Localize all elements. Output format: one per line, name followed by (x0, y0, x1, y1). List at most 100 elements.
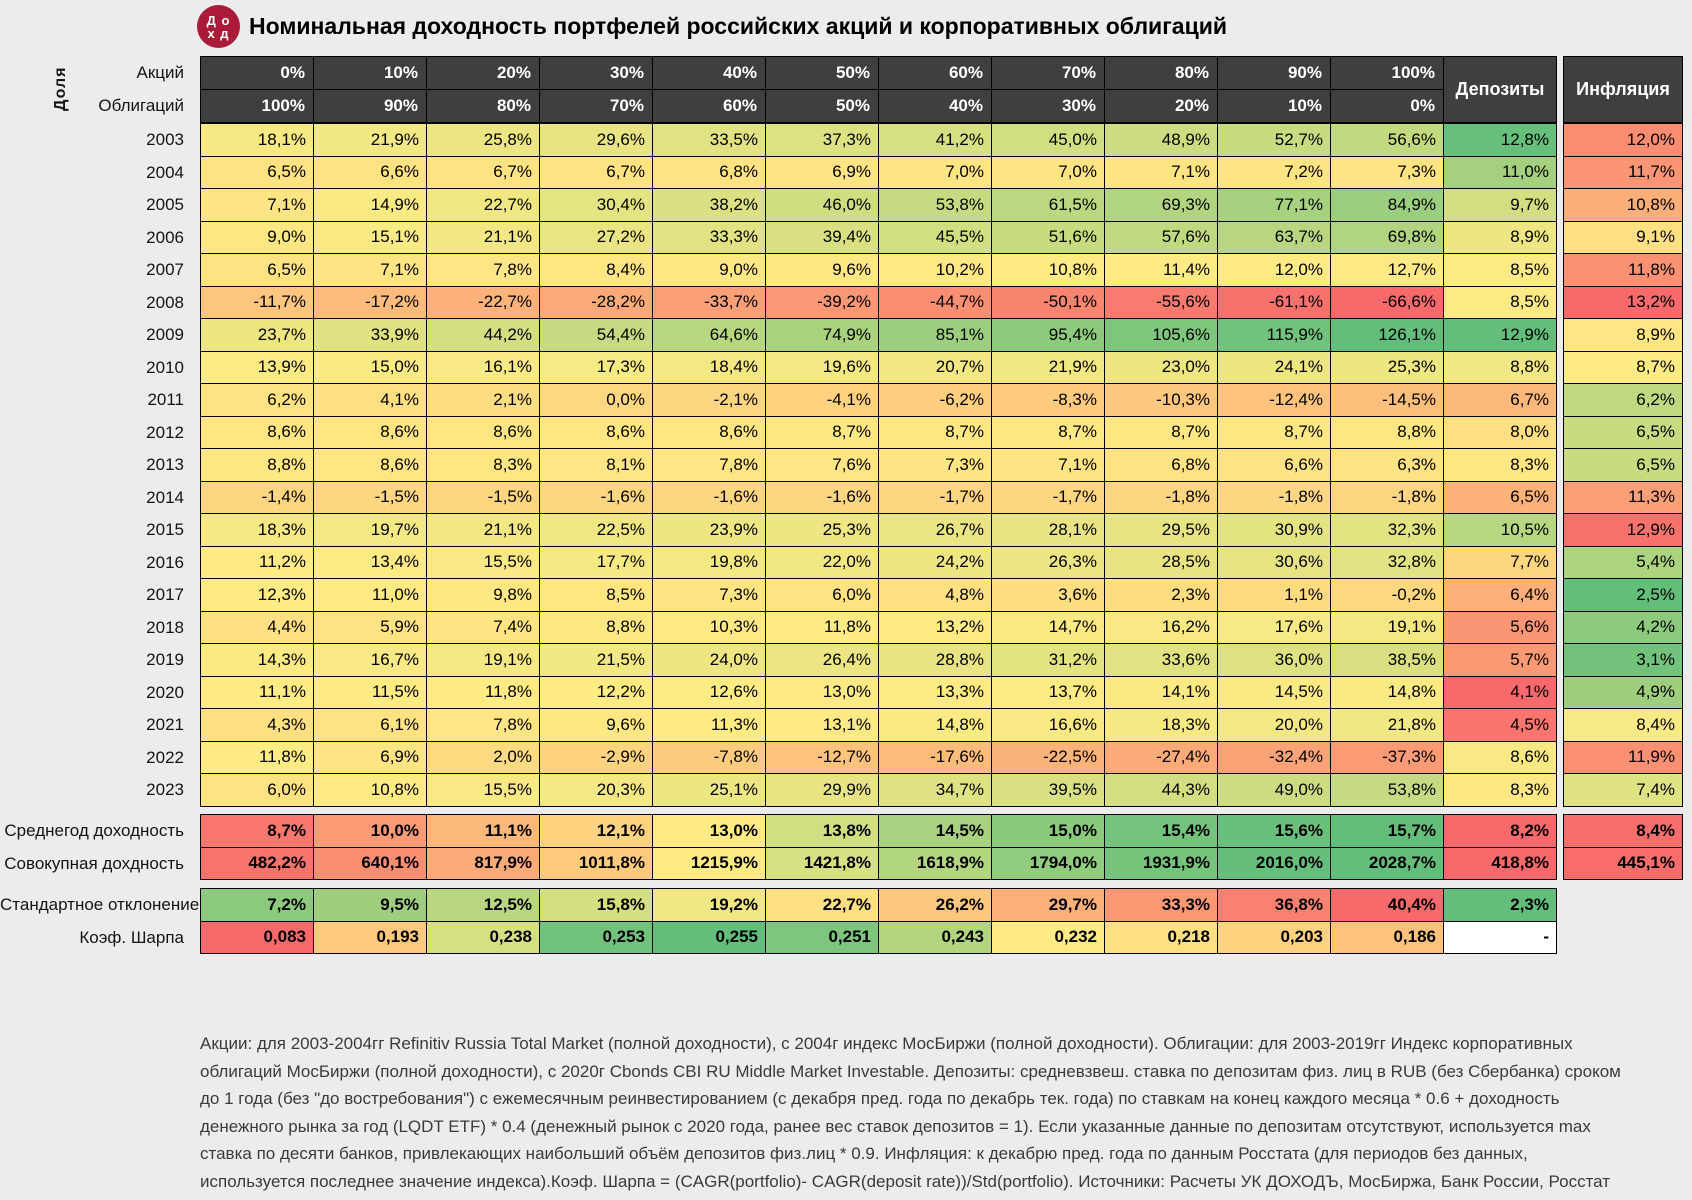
year-label: 2011 (147, 390, 184, 409)
matrix-cell: 30,9% (1218, 514, 1330, 546)
matrix-cell: 37,3% (766, 124, 878, 156)
matrix-cell: 8,8% (1331, 416, 1443, 448)
summary-cell: 0,218 (1105, 921, 1217, 953)
inflation-cell: 11,8% (1564, 254, 1682, 286)
summary-cell: 19,2% (653, 889, 765, 921)
matrix-cell: 9,8% (427, 579, 539, 611)
matrix-cell: 8,3% (427, 449, 539, 481)
matrix-cell: 10,3% (653, 611, 765, 643)
summary-cell: 1011,8% (540, 847, 652, 879)
year-label: 2006 (146, 227, 184, 247)
summary-cell: 0,251 (766, 921, 878, 953)
matrix-cell: 13,4% (314, 546, 426, 578)
deposit-cell: 4,5% (1444, 709, 1556, 741)
matrix-cell: 6,1% (314, 709, 426, 741)
year-label: 2008 (146, 292, 184, 312)
matrix-cell: 7,4% (427, 611, 539, 643)
summary-label: Стандартное отклонение (0, 895, 200, 914)
header-stock-share-cell: 100% (1331, 57, 1443, 89)
matrix-cell: 26,3% (992, 546, 1104, 578)
matrix-cell: 7,6% (766, 449, 878, 481)
year-label: 2017 (146, 585, 184, 604)
deposit-cell: 8,6% (1444, 741, 1556, 773)
deposit-cell: 8,0% (1444, 416, 1556, 448)
year-label: 2018 (146, 617, 184, 637)
matrix-cell: 2,3% (1105, 579, 1217, 611)
matrix-cell: 21,1% (427, 514, 539, 546)
matrix-cell: 30,4% (540, 189, 652, 221)
matrix-cell: -1,6% (766, 481, 878, 513)
matrix-cell: 5,9% (314, 611, 426, 643)
deposit-cell: 6,4% (1444, 579, 1556, 611)
matrix-cell: 85,1% (879, 319, 991, 351)
matrix-cell: -55,6% (1105, 286, 1217, 318)
header-stock-share-cell: 40% (653, 57, 765, 89)
matrix-cell: 12,2% (540, 676, 652, 708)
stocks-share-label: Акций (136, 63, 184, 82)
inflation-cell: 12,9% (1564, 514, 1682, 546)
summary-block: 7,2% 9,5% 12,5% 15,8% 19,2% 22,7% 26,2% 29,7% 33… (200, 888, 1557, 954)
matrix-cell: 27,2% (540, 221, 652, 253)
summary-cell: 40,4% (1331, 889, 1443, 921)
matrix-cell: 10,8% (992, 254, 1104, 286)
matrix-cell: 19,8% (653, 546, 765, 578)
summary-cell: 640,1% (314, 847, 426, 879)
matrix-cell: 45,0% (992, 124, 1104, 156)
deposit-cell: 8,5% (1444, 286, 1556, 318)
summary-cell: 0,238 (427, 921, 539, 953)
matrix-cell: -1,7% (992, 481, 1104, 513)
header-stock-share-cell: 30% (540, 57, 652, 89)
summary-deposit-cell: 418,8% (1444, 847, 1556, 879)
summary-cell: 33,3% (1105, 889, 1217, 921)
matrix-cell: 10,2% (879, 254, 991, 286)
matrix-cell: 7,0% (992, 156, 1104, 188)
inflation-cell: 6,2% (1564, 384, 1682, 416)
matrix-cell: -66,6% (1331, 286, 1443, 318)
matrix-cell: -32,4% (1218, 741, 1330, 773)
summary-cell: 15,8% (540, 889, 652, 921)
matrix-cell: 10,8% (314, 774, 426, 806)
matrix-cell: 31,2% (992, 644, 1104, 676)
deposit-cell: 12,9% (1444, 319, 1556, 351)
matrix-cell: 33,3% (653, 221, 765, 253)
matrix-cell: 126,1% (1331, 319, 1443, 351)
matrix-cell: 14,8% (879, 709, 991, 741)
matrix-cell: 36,0% (1218, 644, 1330, 676)
matrix-cell: 6,7% (540, 156, 652, 188)
summary-cell: 15,4% (1105, 815, 1217, 847)
matrix-cell: -1,8% (1218, 481, 1330, 513)
matrix-cell: 6,5% (201, 254, 313, 286)
matrix-cell: 4,3% (201, 709, 313, 741)
matrix-cell: 19,1% (1331, 611, 1443, 643)
deposit-cell: 6,7% (1444, 384, 1556, 416)
year-label: 2015 (146, 520, 184, 539)
header-deposits-cell: Депозиты (1444, 57, 1556, 122)
matrix-cell: 21,1% (427, 221, 539, 253)
matrix-cell: 7,0% (879, 156, 991, 188)
matrix-cell: -6,2% (879, 384, 991, 416)
matrix-cell: 41,2% (879, 124, 991, 156)
header-stock-share-cell: 90% (1218, 57, 1330, 89)
header-bond-share-cell: 50% (766, 90, 878, 122)
header-stock-share-cell: 70% (992, 57, 1104, 89)
deposit-cell: 9,7% (1444, 189, 1556, 221)
deposit-cell: 12,8% (1444, 124, 1556, 156)
matrix-cell: 61,5% (992, 189, 1104, 221)
matrix-cell: 6,5% (201, 156, 313, 188)
matrix-cell: 44,3% (1105, 774, 1217, 806)
matrix-cell: 8,1% (540, 449, 652, 481)
matrix-cell: 13,0% (766, 676, 878, 708)
matrix-cell: 14,1% (1105, 676, 1217, 708)
matrix-cell: 8,6% (653, 416, 765, 448)
footnote-line: облигаций МосБиржи (полной доходности), … (200, 1061, 1621, 1081)
summary-cell: 14,5% (879, 815, 991, 847)
matrix-cell: -1,8% (1105, 481, 1217, 513)
deposit-cell: 10,5% (1444, 514, 1556, 546)
matrix-cell: 11,8% (766, 611, 878, 643)
summary-inflation-cell: 8,4% (1564, 815, 1682, 847)
matrix-cell: 22,5% (540, 514, 652, 546)
footnote-line: ставка по десяти банков, привлекающих на… (200, 1144, 1528, 1163)
matrix-cell: 105,6% (1105, 319, 1217, 351)
matrix-cell: 7,1% (992, 449, 1104, 481)
matrix-cell: 46,0% (766, 189, 878, 221)
